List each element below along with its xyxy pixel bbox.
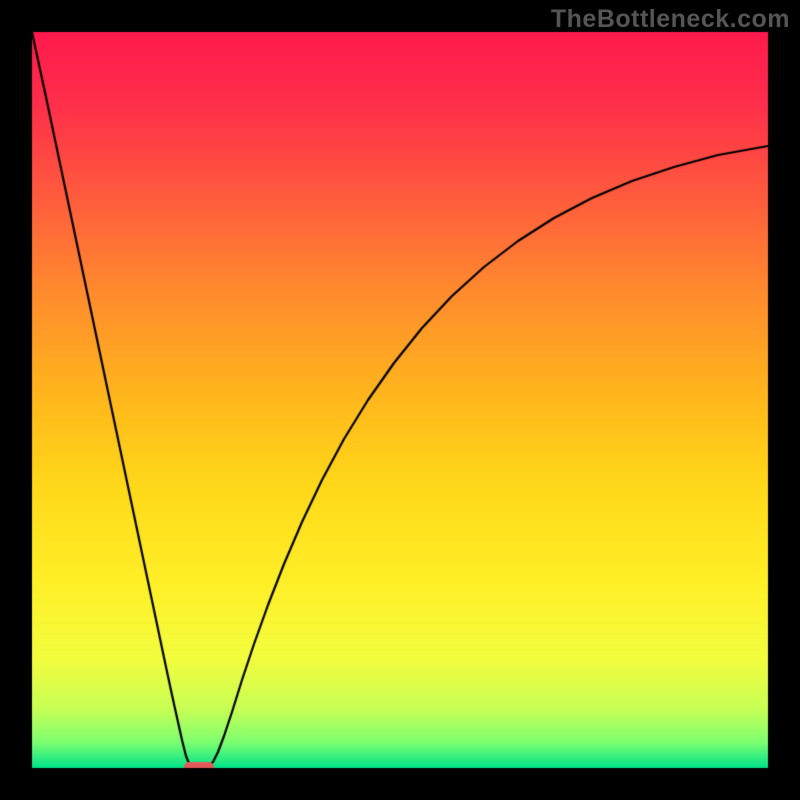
bottleneck-chart-canvas <box>0 0 800 800</box>
chart-container: TheBottleneck.com <box>0 0 800 800</box>
watermark-text: TheBottleneck.com <box>551 5 790 34</box>
